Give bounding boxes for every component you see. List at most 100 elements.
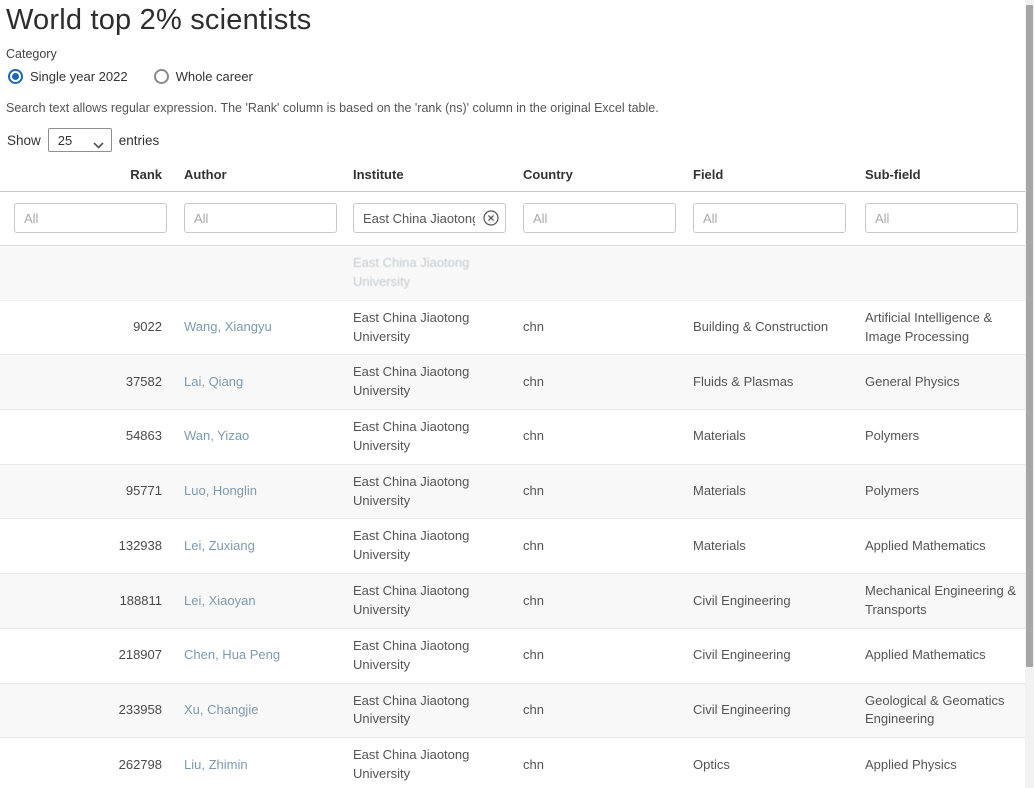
category-radio-group: Single year 2022 Whole career: [0, 61, 1034, 84]
column-header-rank[interactable]: Rank: [0, 161, 174, 192]
author-cell: Chen, Hua Peng: [174, 628, 343, 684]
show-entries-row: Show 25 entries: [0, 115, 1034, 152]
radio-selected-icon: [8, 69, 23, 84]
country-cell: chn: [513, 354, 683, 411]
field-cell: Building & Construction: [683, 300, 855, 356]
author-link[interactable]: Wan, Yizao: [184, 428, 250, 444]
country-cell: chn: [513, 518, 683, 575]
institute-cell: East China Jiaotong University: [343, 354, 513, 411]
table-row: 95771 Luo, Honglin East China Jiaotong U…: [0, 464, 1034, 520]
rank-cell: 9022: [0, 300, 174, 356]
filter-input-subfield[interactable]: [865, 203, 1018, 233]
clear-filter-icon[interactable]: [483, 210, 499, 226]
filter-input-author[interactable]: [184, 203, 337, 233]
table-row: 262798 Liu, Zhimin East China Jiaotong U…: [0, 737, 1034, 788]
search-note: Search text allows regular expression. T…: [6, 101, 659, 115]
radio-whole-career[interactable]: Whole career: [153, 69, 253, 84]
field-cell: Materials: [683, 409, 855, 465]
table-body: East China Jiaotong University 9022 Wang…: [0, 245, 1034, 788]
rank-cell: 188811: [0, 573, 174, 629]
author-cell: Lai, Qiang: [174, 354, 343, 411]
rank-cell: 233958: [0, 683, 174, 739]
vertical-scrollbar[interactable]: [1025, 0, 1034, 788]
radio-unselected-icon: [153, 69, 169, 84]
subfield-cell: Polymers: [855, 409, 1034, 465]
author-cell: Luo, Honglin: [174, 464, 343, 520]
page-title: World top 2% scientists: [6, 4, 312, 36]
country-cell: chn: [513, 628, 683, 684]
country-cell: chn: [513, 573, 683, 629]
table-row: 132938 Lei, Zuxiang East China Jiaotong …: [0, 518, 1034, 575]
filter-input-country[interactable]: [523, 203, 676, 233]
subfield-cell: Artificial Intelligence & Image Processi…: [855, 300, 1034, 356]
subfield-cell: Mechanical Engineering & Transports: [855, 573, 1034, 629]
subfield-cell: Polymers: [855, 464, 1034, 520]
table-row: 233958 Xu, Changjie East China Jiaotong …: [0, 683, 1034, 739]
entries-label: entries: [118, 132, 160, 148]
rank-cell: 95771: [0, 464, 174, 520]
loading-ghost-row: East China Jiaotong University: [0, 245, 1034, 301]
author-cell: Liu, Zhimin: [174, 737, 343, 788]
rank-cell: 132938: [0, 518, 174, 575]
table-row: 218907 Chen, Hua Peng East China Jiaoton…: [0, 628, 1034, 684]
column-header-subfield[interactable]: Sub-field: [855, 161, 1034, 192]
table-row: 37582 Lai, Qiang East China Jiaotong Uni…: [0, 354, 1034, 411]
filter-input-institute[interactable]: [353, 203, 506, 233]
table-row: 188811 Lei, Xiaoyan East China Jiaotong …: [0, 573, 1034, 629]
scientists-table: Rank Author Institute Country Field Sub-…: [0, 161, 1034, 788]
column-header-field[interactable]: Field: [683, 161, 855, 192]
author-cell: Xu, Changjie: [174, 683, 343, 739]
country-cell: chn: [513, 464, 683, 520]
author-link[interactable]: Lei, Zuxiang: [184, 537, 255, 553]
author-link[interactable]: Xu, Changjie: [184, 701, 259, 717]
country-cell: chn: [513, 409, 683, 465]
scrollbar-thumb[interactable]: [1026, 5, 1033, 667]
country-cell: chn: [513, 683, 683, 739]
field-cell: Civil Engineering: [683, 573, 855, 629]
radio-single-year-2022[interactable]: Single year 2022: [8, 69, 128, 84]
author-link[interactable]: Chen, Hua Peng: [184, 647, 281, 663]
institute-cell: East China Jiaotong University: [343, 737, 513, 788]
institute-cell: East China Jiaotong University: [343, 683, 513, 739]
show-label: Show: [7, 132, 41, 148]
column-header-author[interactable]: Author: [174, 161, 343, 192]
author-cell: Lei, Xiaoyan: [174, 573, 343, 629]
field-cell: Civil Engineering: [683, 628, 855, 684]
author-link[interactable]: Luo, Honglin: [184, 483, 257, 499]
filter-input-field[interactable]: [693, 203, 846, 233]
institute-cell: East China Jiaotong University: [343, 573, 513, 629]
chevron-down-icon: [93, 137, 104, 149]
author-cell: Wan, Yizao: [174, 409, 343, 465]
radio-label-whole-career: Whole career: [175, 69, 253, 84]
rank-cell: 54863: [0, 409, 174, 465]
country-cell: chn: [513, 737, 683, 788]
column-header-institute[interactable]: Institute: [343, 161, 513, 192]
author-link[interactable]: Liu, Zhimin: [184, 756, 248, 772]
author-cell: Wang, Xiangyu: [174, 300, 343, 356]
filter-input-rank[interactable]: [14, 203, 167, 233]
field-cell: Materials: [683, 464, 855, 520]
field-cell: Civil Engineering: [683, 683, 855, 739]
category-label: Category: [6, 47, 57, 61]
institute-cell: East China Jiaotong University: [343, 300, 513, 356]
subfield-cell: General Physics: [855, 354, 1034, 411]
rank-cell: 218907: [0, 628, 174, 684]
radio-label-single-year: Single year 2022: [30, 69, 128, 84]
page-length-select[interactable]: 25: [47, 128, 112, 152]
subfield-cell: Geological & Geomatics Engineering: [855, 683, 1034, 739]
rank-cell: 262798: [0, 737, 174, 788]
field-cell: Materials: [683, 518, 855, 575]
field-cell: Fluids & Plasmas: [683, 354, 855, 411]
filter-row: [0, 191, 1034, 246]
subfield-cell: Applied Physics: [855, 737, 1034, 788]
author-link[interactable]: Lai, Qiang: [184, 373, 244, 389]
institute-cell: East China Jiaotong University: [343, 628, 513, 684]
author-cell: Lei, Zuxiang: [174, 518, 343, 575]
field-cell: Optics: [683, 737, 855, 788]
column-header-country[interactable]: Country: [513, 161, 683, 192]
subfield-cell: Applied Mathematics: [855, 518, 1034, 575]
author-link[interactable]: Lei, Xiaoyan: [184, 592, 256, 608]
table-row: 9022 Wang, Xiangyu East China Jiaotong U…: [0, 300, 1034, 356]
author-link[interactable]: Wang, Xiangyu: [184, 319, 272, 335]
